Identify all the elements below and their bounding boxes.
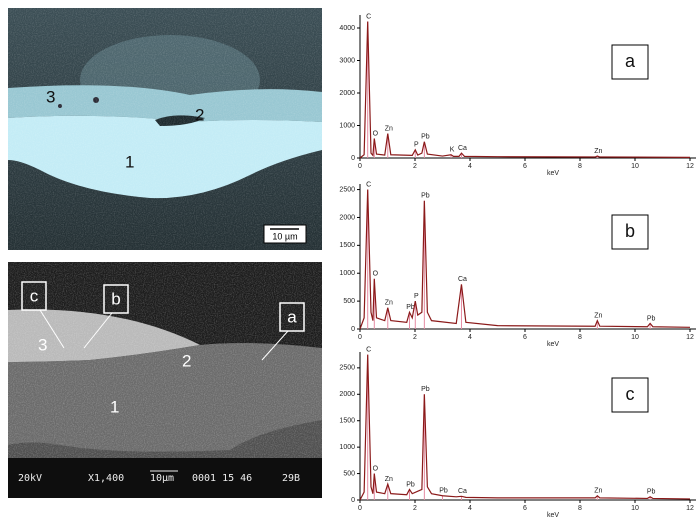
- x-tick-label: 0: [358, 505, 362, 512]
- y-tick-label: 3000: [339, 57, 355, 64]
- x-tick-label: 4: [468, 505, 472, 512]
- x-tick-label: 8: [578, 163, 582, 170]
- peak-label: Pb: [647, 315, 656, 322]
- peak-label: C: [366, 346, 371, 353]
- sem-footer: 20kV: [18, 473, 42, 484]
- y-tick-label: 1000: [339, 444, 355, 451]
- optical-micrograph: [8, 8, 322, 250]
- y-tick-label: 1500: [339, 242, 355, 249]
- layer-label: 3: [46, 87, 55, 106]
- layer-label: 1: [125, 152, 134, 171]
- peak-label: K: [450, 147, 455, 154]
- y-tick-label: 2000: [339, 90, 355, 97]
- peak-label: Zn: [594, 312, 602, 319]
- x-tick-label: 2: [413, 505, 417, 512]
- peak-label: Pb: [406, 481, 415, 488]
- peak-label: Zn: [385, 125, 393, 132]
- x-axis-label: keV: [547, 170, 559, 177]
- peak-label: Zn: [594, 148, 602, 155]
- peak-label: P: [414, 142, 419, 149]
- peak-label: Pb: [421, 386, 430, 393]
- x-tick-label: 6: [523, 334, 527, 341]
- box-label: c: [30, 286, 39, 305]
- y-tick-label: 0: [351, 326, 355, 333]
- x-tick-label: 0: [358, 334, 362, 341]
- y-tick-label: 1500: [339, 418, 355, 425]
- peak-label: Pb: [421, 193, 430, 200]
- x-tick-label: 10: [631, 334, 639, 341]
- x-tick-label: 12: [686, 334, 694, 341]
- peak-label: Zn: [385, 300, 393, 307]
- y-tick-label: 0: [351, 497, 355, 504]
- y-tick-label: 2000: [339, 214, 355, 221]
- layer-label: 1: [110, 397, 119, 416]
- peak-label: Zn: [385, 476, 393, 483]
- peak-label: C: [366, 181, 371, 188]
- peak-label: Pb: [647, 489, 656, 496]
- box-label: a: [287, 307, 297, 326]
- y-tick-label: 1000: [339, 122, 355, 129]
- peak-label: Ca: [458, 276, 467, 283]
- x-tick-label: 2: [413, 334, 417, 341]
- y-tick-label: 500: [343, 298, 355, 305]
- y-tick-label: 2000: [339, 391, 355, 398]
- spectrum-line: [360, 22, 690, 159]
- y-tick-label: 1000: [339, 270, 355, 277]
- peak-label: O: [373, 130, 379, 137]
- y-tick-label: 0: [351, 155, 355, 162]
- peak-label: Zn: [594, 488, 602, 495]
- x-tick-label: 4: [468, 163, 472, 170]
- sem-footer: X1,400: [88, 473, 124, 484]
- x-tick-label: 8: [578, 505, 582, 512]
- y-tick-label: 2500: [339, 365, 355, 372]
- scale-label: 10 µm: [272, 231, 297, 241]
- x-tick-label: 2: [413, 163, 417, 170]
- x-tick-label: 6: [523, 505, 527, 512]
- peak-label: O: [373, 465, 379, 472]
- x-tick-label: 12: [686, 505, 694, 512]
- peak-label: Pb: [421, 134, 430, 141]
- box-label: b: [111, 289, 120, 308]
- x-tick-label: 8: [578, 334, 582, 341]
- peak-label: P: [414, 293, 419, 300]
- x-tick-label: 4: [468, 334, 472, 341]
- figure: 3 2 1 10 µm c b a 3 2 1 20kV X1,400 10µm…: [0, 0, 697, 519]
- panel-label: b: [625, 221, 635, 241]
- x-axis-label: keV: [547, 341, 559, 348]
- peak-label: Pb: [439, 488, 448, 495]
- x-tick-label: 6: [523, 163, 527, 170]
- spectrum-line: [360, 355, 690, 500]
- x-tick-label: 10: [631, 505, 639, 512]
- panel-label: a: [625, 51, 636, 71]
- peak-label: Ca: [458, 145, 467, 152]
- x-tick-label: 0: [358, 163, 362, 170]
- x-tick-label: 12: [686, 163, 694, 170]
- sem-footer: 0001 15 46: [192, 473, 252, 484]
- layer-label: 2: [195, 105, 204, 124]
- layer-label: 3: [38, 335, 47, 354]
- layer-label: 2: [182, 351, 191, 370]
- y-tick-label: 4000: [339, 25, 355, 32]
- y-tick-label: 2500: [339, 186, 355, 193]
- sem-micrograph: [8, 262, 322, 500]
- peak-label: Ca: [458, 488, 467, 495]
- peak-label: C: [366, 13, 371, 20]
- x-tick-label: 10: [631, 163, 639, 170]
- y-tick-label: 500: [343, 470, 355, 477]
- peak-label: O: [373, 271, 379, 278]
- sem-footer: 10µm: [150, 473, 174, 484]
- panel-label: c: [626, 384, 635, 404]
- sem-footer: 29B: [282, 473, 300, 484]
- x-axis-label: keV: [547, 512, 559, 519]
